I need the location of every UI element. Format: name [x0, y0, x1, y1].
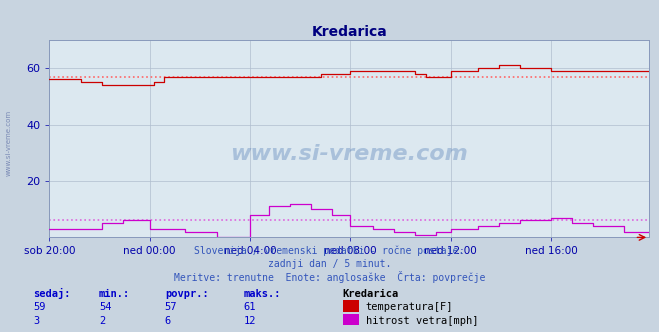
Title: Kredarica: Kredarica: [312, 25, 387, 39]
Text: 2: 2: [99, 316, 105, 326]
Text: hitrost vetra[mph]: hitrost vetra[mph]: [366, 316, 478, 326]
Text: Kredarica: Kredarica: [343, 289, 399, 299]
Text: zadnji dan / 5 minut.: zadnji dan / 5 minut.: [268, 259, 391, 269]
Text: temperatura[F]: temperatura[F]: [366, 302, 453, 312]
Text: 57: 57: [165, 302, 177, 312]
Text: maks.:: maks.:: [244, 289, 281, 299]
Text: 54: 54: [99, 302, 111, 312]
Text: povpr.:: povpr.:: [165, 289, 208, 299]
Text: Meritve: trenutne  Enote: anglosaške  Črta: povprečje: Meritve: trenutne Enote: anglosaške Črta…: [174, 271, 485, 283]
Text: www.si-vreme.com: www.si-vreme.com: [231, 144, 468, 164]
Text: 12: 12: [244, 316, 256, 326]
Text: 3: 3: [33, 316, 39, 326]
Text: www.si-vreme.com: www.si-vreme.com: [5, 110, 11, 176]
Text: Slovenija / vremenski podatki - ročne postaje.: Slovenija / vremenski podatki - ročne po…: [194, 245, 465, 256]
Text: min.:: min.:: [99, 289, 130, 299]
Text: 59: 59: [33, 302, 45, 312]
Text: 6: 6: [165, 316, 171, 326]
Text: 61: 61: [244, 302, 256, 312]
Text: sedaj:: sedaj:: [33, 288, 71, 299]
